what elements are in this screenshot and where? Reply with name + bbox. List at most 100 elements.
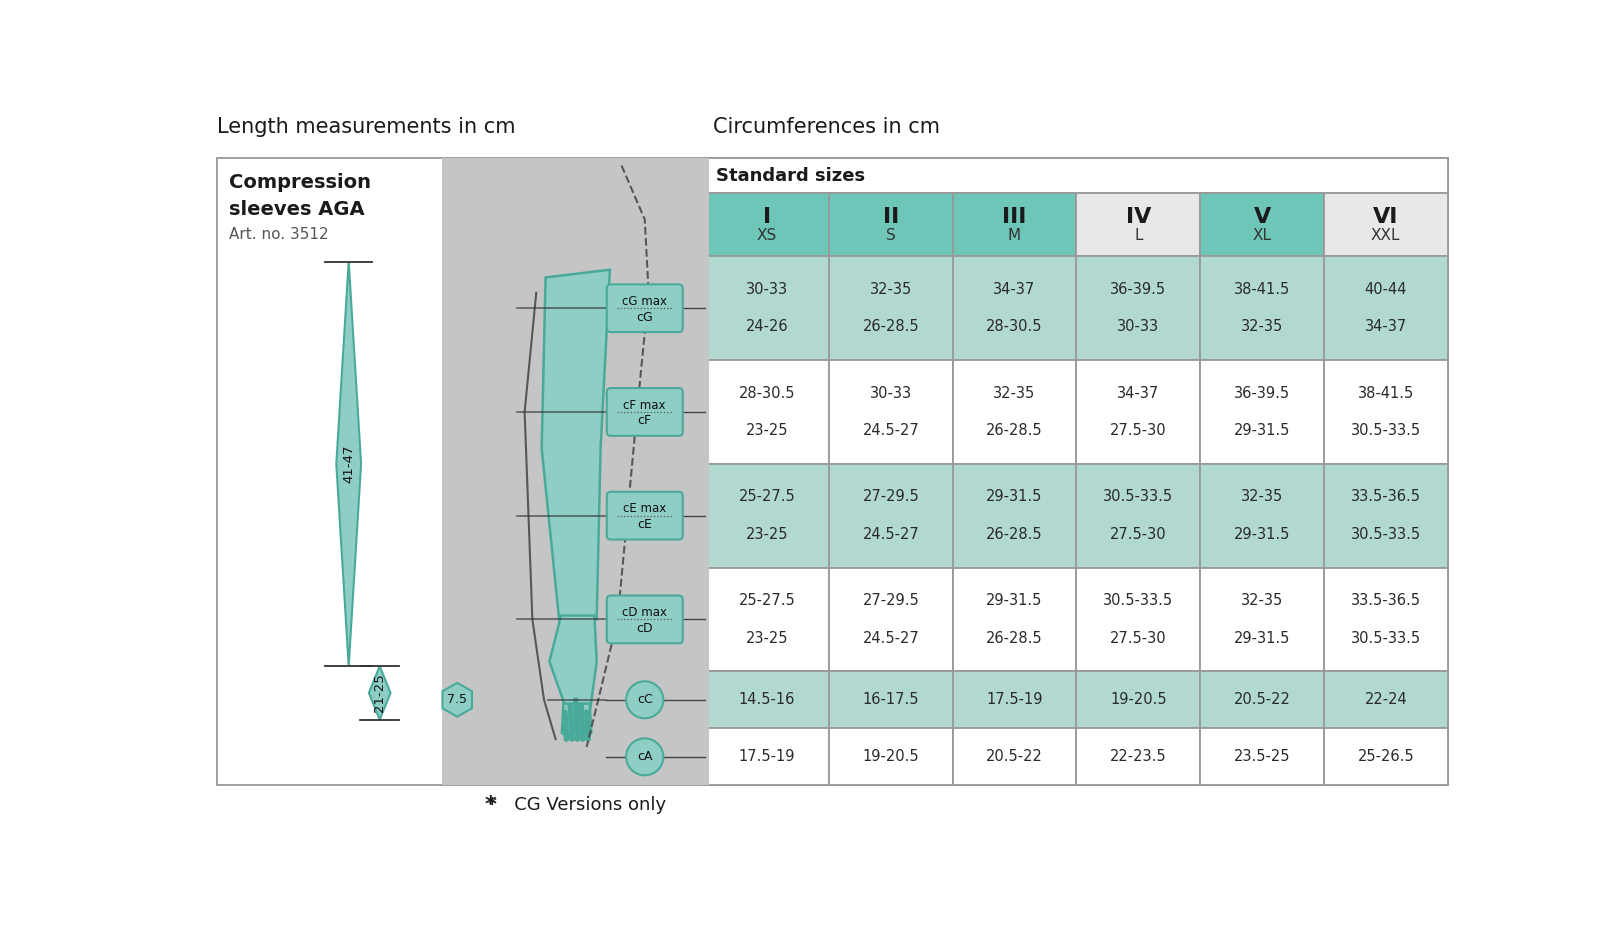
Text: 32-35: 32-35 xyxy=(1240,593,1282,608)
Bar xyxy=(1199,257,1323,360)
Bar xyxy=(1076,671,1199,728)
Polygon shape xyxy=(562,704,591,739)
Bar xyxy=(828,567,953,671)
Bar xyxy=(828,257,953,360)
Bar xyxy=(1199,360,1323,464)
Text: 32-35: 32-35 xyxy=(993,386,1035,401)
Bar xyxy=(704,464,828,567)
Bar xyxy=(704,257,828,360)
Bar xyxy=(828,193,953,257)
Text: 30.5-33.5: 30.5-33.5 xyxy=(1350,423,1420,438)
Bar xyxy=(1199,193,1323,257)
Text: XXL: XXL xyxy=(1370,228,1399,243)
Text: *: * xyxy=(484,794,495,815)
Text: 29-31.5: 29-31.5 xyxy=(985,489,1042,504)
Text: 38-41.5: 38-41.5 xyxy=(1357,386,1414,401)
Text: VI: VI xyxy=(1371,207,1397,227)
Bar xyxy=(1076,360,1199,464)
Text: Circumferences in cm: Circumferences in cm xyxy=(712,117,940,137)
Text: cC: cC xyxy=(636,693,652,706)
Bar xyxy=(1076,257,1199,360)
Bar xyxy=(1199,464,1323,567)
Text: I: I xyxy=(763,207,771,227)
Text: cF max: cF max xyxy=(623,399,665,412)
Text: IV: IV xyxy=(1125,207,1151,227)
Text: II: II xyxy=(883,207,899,227)
Text: 26-28.5: 26-28.5 xyxy=(985,631,1042,645)
Circle shape xyxy=(626,682,662,718)
Text: 26-28.5: 26-28.5 xyxy=(985,423,1042,438)
Text: 27.5-30: 27.5-30 xyxy=(1109,423,1165,438)
Text: 28-30.5: 28-30.5 xyxy=(738,386,795,401)
Polygon shape xyxy=(368,666,390,720)
Text: 20.5-22: 20.5-22 xyxy=(1233,692,1290,708)
Text: 23-25: 23-25 xyxy=(745,423,787,438)
Text: 19-20.5: 19-20.5 xyxy=(862,750,919,764)
Circle shape xyxy=(626,738,662,776)
Text: 27-29.5: 27-29.5 xyxy=(862,489,919,504)
FancyBboxPatch shape xyxy=(607,492,682,539)
Text: 29-31.5: 29-31.5 xyxy=(1233,526,1289,542)
Text: 23-25: 23-25 xyxy=(745,526,787,542)
Text: 32-35: 32-35 xyxy=(1240,319,1282,335)
Text: cE max: cE max xyxy=(623,502,665,515)
Text: 34-37: 34-37 xyxy=(1117,386,1159,401)
FancyBboxPatch shape xyxy=(607,595,682,644)
Bar xyxy=(953,257,1076,360)
Text: 34-37: 34-37 xyxy=(1363,319,1406,335)
Text: cG: cG xyxy=(636,311,652,324)
Text: Compression
sleeves AGA: Compression sleeves AGA xyxy=(229,173,370,219)
Bar xyxy=(704,158,1446,785)
Text: 27-29.5: 27-29.5 xyxy=(862,593,919,608)
Bar xyxy=(953,567,1076,671)
Text: 27.5-30: 27.5-30 xyxy=(1109,631,1165,645)
Bar xyxy=(704,193,828,257)
Text: M: M xyxy=(1008,228,1021,243)
Bar xyxy=(1076,567,1199,671)
Text: 21-25: 21-25 xyxy=(373,673,386,712)
Text: 30-33: 30-33 xyxy=(870,386,911,401)
Bar xyxy=(1199,567,1323,671)
Text: 38-41.5: 38-41.5 xyxy=(1233,282,1289,297)
Text: 23-25: 23-25 xyxy=(745,631,787,645)
Text: 27.5-30: 27.5-30 xyxy=(1109,526,1165,542)
Bar xyxy=(1199,728,1323,785)
Text: 17.5-19: 17.5-19 xyxy=(738,750,795,764)
Bar xyxy=(953,464,1076,567)
Bar xyxy=(1323,567,1446,671)
Bar xyxy=(953,360,1076,464)
Bar xyxy=(953,671,1076,728)
Text: cG max: cG max xyxy=(622,295,667,308)
Polygon shape xyxy=(441,683,472,717)
Polygon shape xyxy=(549,616,596,708)
Bar xyxy=(441,158,709,785)
Text: 30.5-33.5: 30.5-33.5 xyxy=(1102,489,1173,504)
Text: Length measurements in cm: Length measurements in cm xyxy=(217,117,514,137)
Bar xyxy=(704,728,828,785)
Text: 24-26: 24-26 xyxy=(745,319,787,335)
Text: 19-20.5: 19-20.5 xyxy=(1109,692,1165,708)
Bar xyxy=(1076,193,1199,257)
Text: 23.5-25: 23.5-25 xyxy=(1233,750,1290,764)
Bar xyxy=(1076,464,1199,567)
Bar xyxy=(1323,728,1446,785)
Text: S: S xyxy=(886,228,896,243)
Text: Standard sizes: Standard sizes xyxy=(716,166,865,184)
Bar xyxy=(1199,671,1323,728)
Text: 30.5-33.5: 30.5-33.5 xyxy=(1350,526,1420,542)
Text: 26-28.5: 26-28.5 xyxy=(862,319,919,335)
Text: 30-33: 30-33 xyxy=(1117,319,1159,335)
Text: cE: cE xyxy=(636,518,652,531)
Text: V: V xyxy=(1253,207,1269,227)
Bar xyxy=(1323,671,1446,728)
Bar xyxy=(828,360,953,464)
Text: XL: XL xyxy=(1251,228,1271,243)
Text: 25-27.5: 25-27.5 xyxy=(738,593,795,608)
Text: XS: XS xyxy=(756,228,777,243)
Text: 30.5-33.5: 30.5-33.5 xyxy=(1350,631,1420,645)
Text: cD: cD xyxy=(636,621,652,634)
Bar xyxy=(704,158,1446,193)
Text: 41-47: 41-47 xyxy=(342,445,355,483)
Text: III: III xyxy=(1001,207,1026,227)
Text: Art. no. 3512: Art. no. 3512 xyxy=(229,227,328,242)
